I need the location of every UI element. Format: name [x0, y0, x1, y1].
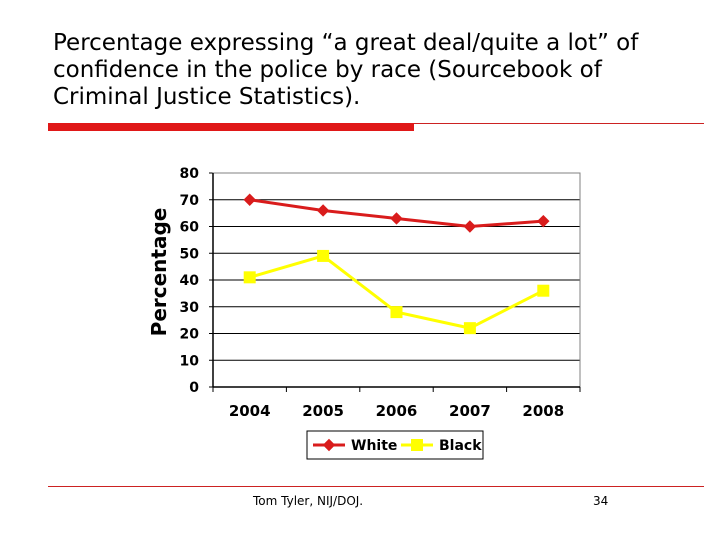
y-tick-label: 60: [180, 220, 200, 236]
y-tick-label: 50: [180, 246, 200, 262]
y-tick-label: 80: [180, 166, 200, 182]
page-number: 34: [593, 494, 609, 508]
data-point-black: [243, 271, 256, 284]
y-tick-label: 40: [180, 273, 200, 289]
y-tick-label: 30: [180, 300, 200, 316]
data-point-white: [537, 214, 550, 228]
legend-label-white: White: [351, 438, 397, 454]
y-tick-label: 70: [180, 193, 200, 209]
data-point-black: [317, 249, 330, 262]
legend-marker-white: [322, 438, 336, 452]
data-point-white: [463, 220, 477, 233]
slide-title: Percentage expressing “a great deal/quit…: [53, 30, 639, 110]
footer-divider: [48, 486, 704, 487]
x-tick-label: 2004: [229, 402, 271, 420]
x-tick-label: 2007: [449, 402, 491, 420]
legend-marker-black: [411, 439, 423, 451]
data-point-white: [390, 212, 403, 225]
title-accent-bar: [48, 123, 414, 131]
x-tick-label: 2006: [376, 402, 418, 420]
y-tick-label: 0: [189, 380, 199, 396]
y-axis-label: Percentage: [147, 208, 171, 337]
data-point-black: [390, 306, 403, 319]
data-point-white: [243, 193, 256, 206]
data-point-white: [316, 204, 330, 217]
legend-label-black: Black: [439, 438, 482, 454]
x-tick-label: 2008: [522, 402, 564, 420]
x-tick-label: 2005: [302, 402, 344, 420]
y-tick-label: 10: [180, 353, 200, 369]
data-point-black: [463, 322, 476, 335]
data-point-black: [537, 284, 550, 297]
y-tick-label: 20: [180, 327, 200, 343]
footer-credit: Tom Tyler, NIJ/DOJ.: [253, 494, 364, 508]
